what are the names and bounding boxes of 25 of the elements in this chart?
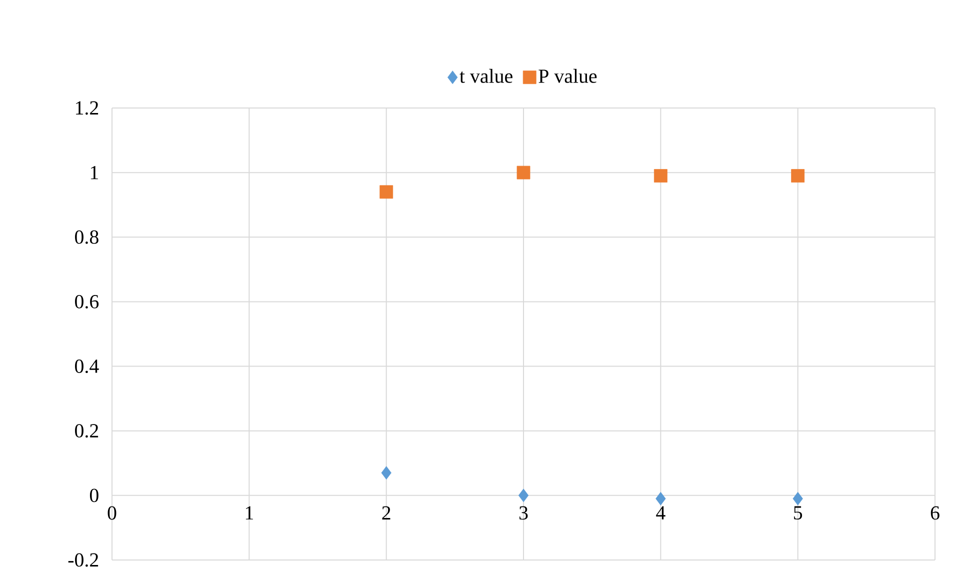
point	[516, 166, 530, 180]
y-tick-label: 1.2	[76, 101, 98, 115]
x-tick-label: 5	[794, 506, 802, 520]
y-tick-label: 0	[90, 488, 98, 502]
point	[654, 169, 668, 182]
y-tick-label: 1	[90, 166, 98, 180]
point	[380, 185, 394, 199]
point	[518, 488, 529, 502]
x-tick-label: 3	[519, 506, 528, 520]
y-tick-label: 0.6	[75, 294, 99, 308]
x-tick-label: 0	[108, 506, 116, 520]
y-tick-label: 0.2	[75, 424, 98, 438]
y-tick-label: -0.2	[68, 553, 98, 567]
x-tick-label: 4	[656, 506, 666, 520]
y-tick-label: 0.4	[75, 360, 99, 374]
point	[381, 466, 392, 480]
x-tick-label: 2	[382, 506, 390, 520]
x-tick-label: 6	[930, 506, 940, 520]
legend-label: P value	[538, 68, 597, 83]
point	[792, 492, 803, 506]
legend-label: t value	[460, 68, 512, 83]
y-tick-label: 0.8	[75, 230, 98, 244]
x-tick-label: 1	[246, 506, 253, 520]
point	[656, 492, 666, 506]
point	[791, 169, 805, 182]
